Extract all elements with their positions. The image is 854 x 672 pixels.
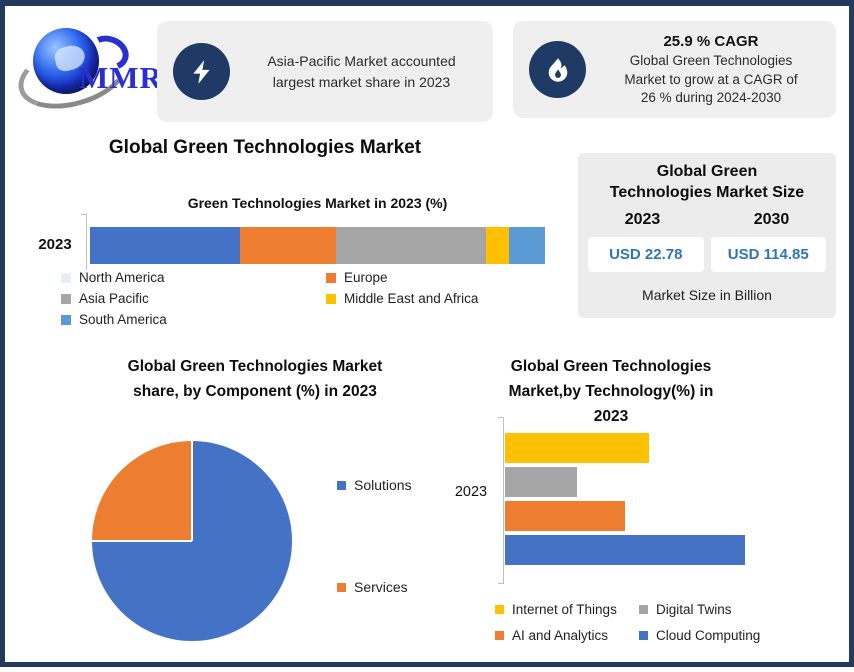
legend-item-asia-pacific: Asia Pacific [61, 291, 326, 306]
stack-segment-asia-pacific [335, 227, 486, 264]
legend-marker-north-america [61, 272, 71, 283]
logo-text: MMR [79, 60, 163, 95]
legend-item-digital-twins: Digital Twins [639, 602, 795, 617]
legend-marker-digital-twins [639, 605, 648, 614]
legend-label-internet-of-things: Internet of Things [512, 602, 617, 617]
stack-segment-europe [240, 227, 336, 264]
pie-legend-item-solutions: Solutions [337, 477, 412, 493]
highlight1-line1: Asia-Pacific Market accounted [267, 52, 456, 69]
cagr-value: 25.9 % CAGR [663, 32, 759, 50]
stack-segment-north-america [90, 227, 241, 264]
tech-chart-y-axis [498, 417, 504, 584]
highlight1-line2: largest market share in 2023 [272, 73, 451, 90]
legend-marker-europe [326, 272, 336, 283]
legend-label-south-america: South America [79, 312, 167, 327]
tech-bar-chart [505, 433, 745, 565]
year-2030-label: 2030 [753, 210, 790, 228]
pie-legend-marker-solutions [337, 480, 346, 490]
legend-item-south-america: South America [61, 312, 326, 327]
tech-chart-title: Global Green Technologies Market,by Tech… [465, 355, 757, 429]
lightning-icon [173, 43, 230, 100]
legend-marker-south-america [61, 314, 71, 325]
pie-slice-separator [191, 441, 193, 541]
legend-item-north-america: North America [61, 270, 326, 285]
mmr-logo: MMR [10, 18, 163, 122]
tech-bar-internet-of-things [505, 433, 649, 463]
tech-title-line1: Global Green Technologies [510, 358, 712, 375]
legend-label-digital-twins: Digital Twins [656, 602, 732, 617]
page-title: Global Green Technologies Market [108, 137, 422, 158]
market-size-panel: Global Green Technologies Market Size 20… [578, 153, 836, 318]
chart1-category-label: 2023 [38, 236, 72, 253]
pie-chart-title: Global Green Technologies Market share, … [60, 355, 450, 405]
chart1-title: Green Technologies Market in 2023 (%) [187, 195, 448, 211]
market-size-value-2023: USD 22.78 [588, 236, 704, 272]
pie-legend-item-services: Services [337, 579, 408, 595]
pie-legend-label-services: Services [354, 579, 408, 595]
market-size-value-2030: USD 114.85 [710, 236, 826, 272]
stack-segment-south-america [508, 227, 545, 264]
cagr-line3: 26 % during 2024-2030 [640, 90, 782, 106]
globe-icon [33, 28, 99, 94]
tech-chart-legend: Internet of Things Digital Twins AI and … [495, 602, 795, 643]
legend-label-cloud-computing: Cloud Computing [656, 628, 761, 643]
stack-segment-middle-east-and-africa [485, 227, 509, 264]
lightning-glyph [192, 59, 210, 84]
legend-marker-ai-and-analytics [495, 631, 504, 640]
chart1-y-axis [81, 214, 87, 270]
legend-item-middle-east-africa: Middle East and Africa [326, 291, 547, 306]
highlight-asia-pacific: Asia-Pacific Market accounted largest ma… [157, 21, 493, 122]
market-size-title-line1: Global Green [656, 163, 758, 180]
legend-label-north-america: North America [79, 270, 165, 285]
legend-item-cloud-computing: Cloud Computing [639, 628, 795, 643]
year-2023-label: 2023 [624, 210, 661, 228]
legend-marker-internet-of-things [495, 605, 504, 614]
pie-legend-label-solutions: Solutions [354, 477, 412, 493]
tech-bar-cloud-computing [505, 535, 745, 565]
legend-label-asia-pacific: Asia Pacific [79, 291, 149, 306]
stacked-bar [90, 227, 545, 264]
legend-label-ai-and-analytics: AI and Analytics [512, 628, 609, 643]
tech-chart-category-label: 2023 [454, 484, 488, 500]
pie-legend-marker-services [337, 582, 346, 592]
tech-title-line2: Market,by Technology(%) in [508, 382, 714, 400]
market-size-title-line2: Technologies Market Size [609, 183, 805, 201]
legend-marker-middle-east-africa [326, 293, 336, 304]
flame-icon [529, 41, 586, 98]
cagr-line2: Market to grow at a CAGR of [624, 71, 798, 87]
legend-label-europe: Europe [344, 270, 388, 285]
cagr-line1: Global Green Technologies [629, 52, 793, 68]
pie-title-line2: share, by Component (%) in 2023 [133, 382, 377, 400]
tech-bar-ai-and-analytics [505, 501, 625, 531]
legend-item-europe: Europe [326, 270, 547, 285]
pie-title-line1: Global Green Technologies Market [127, 358, 383, 375]
market-size-caption: Market Size in Billion [642, 286, 772, 303]
tech-title-line3: 2023 [593, 407, 629, 425]
pie-slice-separator [92, 540, 192, 542]
legend-marker-asia-pacific [61, 293, 71, 304]
legend-item-ai-and-analytics: AI and Analytics [495, 628, 639, 643]
legend-marker-cloud-computing [639, 631, 648, 640]
chart1-legend: North America Europe Asia Pacific Middle… [61, 270, 547, 327]
pie-chart [92, 441, 292, 641]
legend-item-internet-of-things: Internet of Things [495, 602, 639, 617]
legend-label-middle-east-africa: Middle East and Africa [344, 291, 479, 306]
highlight-cagr: 25.9 % CAGR Global Green Technologies Ma… [513, 21, 836, 118]
flame-glyph [548, 57, 567, 82]
tech-bar-digital-twins [505, 467, 577, 497]
market-size-title: Global Green Technologies Market Size [578, 153, 836, 204]
